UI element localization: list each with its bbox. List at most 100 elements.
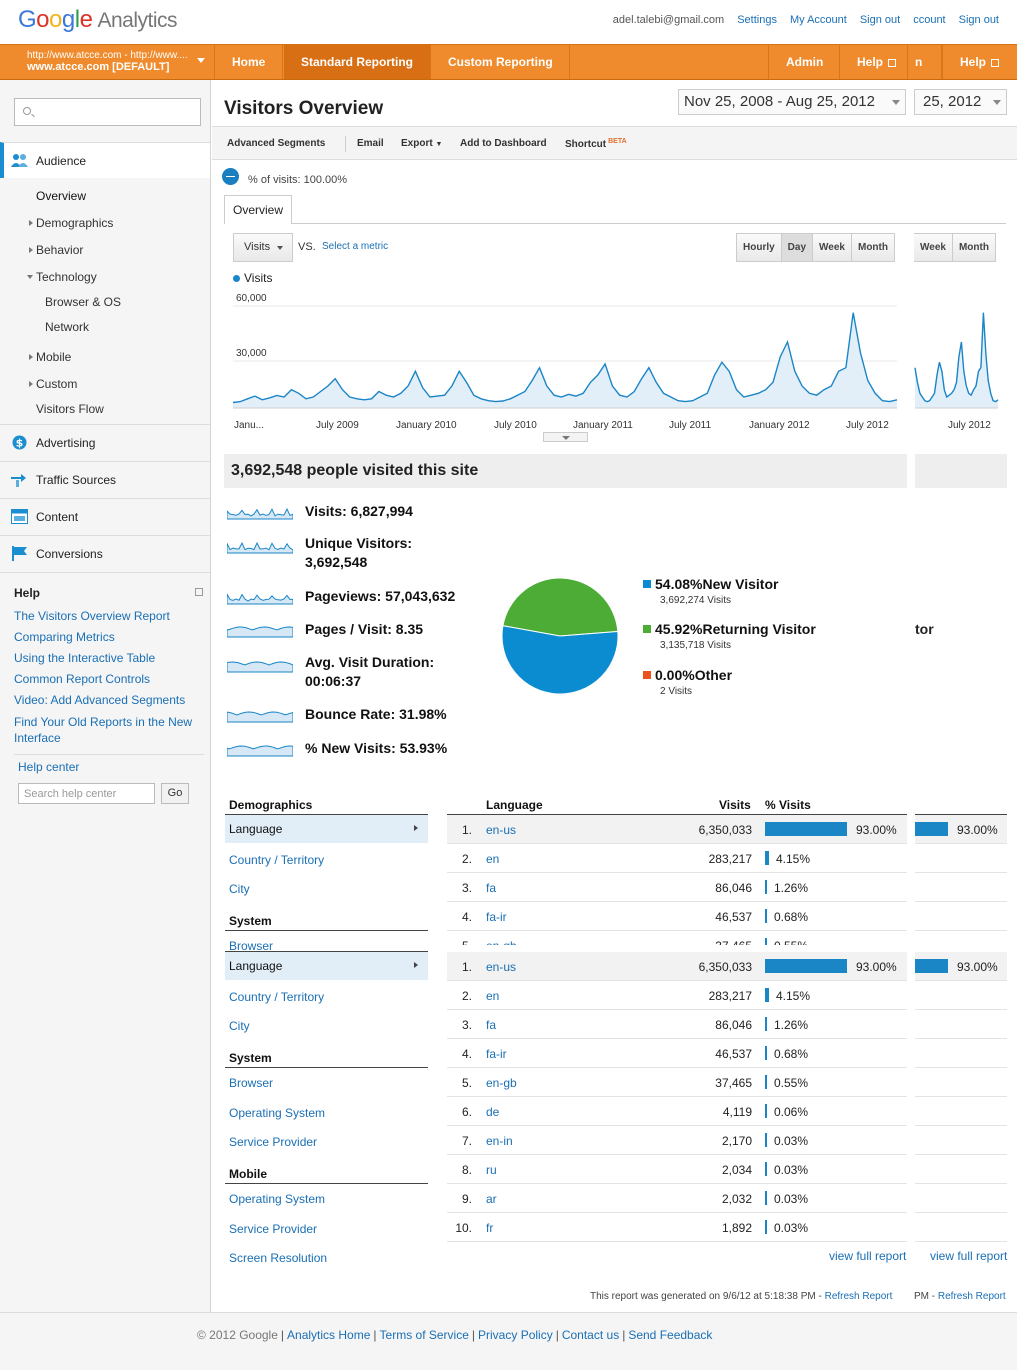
footer-link-feedback[interactable]: Send Feedback xyxy=(628,1328,713,1342)
granularity-month[interactable]: Month xyxy=(850,234,894,261)
account-link-fragment[interactable]: ccount xyxy=(913,14,946,26)
help-link[interactable]: Using the Interactive Table xyxy=(14,651,156,665)
table-row[interactable]: 2. en 283,217 4.15% xyxy=(447,844,907,873)
sidebar-sub-network[interactable]: Network xyxy=(45,320,90,334)
help-search-input[interactable]: Search help center xyxy=(18,783,155,804)
table-row[interactable]: 5. en-gb 37,465 0.55% xyxy=(447,931,907,945)
nav-fragment[interactable]: n xyxy=(908,45,942,79)
help-go-button[interactable]: Go xyxy=(161,783,189,804)
language-link[interactable]: de xyxy=(486,1105,500,1119)
sidebar-search-input[interactable] xyxy=(14,98,201,126)
demographics-language[interactable]: Language xyxy=(225,815,428,843)
view-full-report-link[interactable]: view full report xyxy=(829,1249,907,1263)
table-row[interactable]: 1. en-us 6,350,033 93.00% xyxy=(447,952,907,981)
table-row[interactable]: 6. de 4,119 0.06% xyxy=(447,1097,907,1126)
granularity-week[interactable]: Week xyxy=(812,234,851,261)
sidebar-sub-browser-os[interactable]: Browser & OS xyxy=(45,295,122,309)
sidebar-item-advertising[interactable]: $ Advertising xyxy=(0,424,210,460)
language-link[interactable]: fr xyxy=(486,1221,494,1235)
sidebar-sub-mobile[interactable]: Mobile xyxy=(28,350,72,364)
footer-link-contact[interactable]: Contact us xyxy=(561,1328,620,1342)
sidebar-sub-behavior[interactable]: Behavior xyxy=(28,243,84,257)
sidebar-sub-overview[interactable]: Overview xyxy=(36,189,87,203)
granularity-hourly[interactable]: Hourly xyxy=(743,242,775,253)
mobile-service-provider[interactable]: Service Provider xyxy=(229,1222,318,1236)
demographics-country[interactable]: Country / Territory xyxy=(229,853,325,867)
visits-line-chart[interactable]: 60,000 30,000 Janu... July 2009 January 2010… xyxy=(212,286,1017,436)
granularity-month[interactable]: Month xyxy=(951,234,995,261)
help-center-link[interactable]: Help center xyxy=(18,760,80,774)
help-link[interactable]: Comparing Metrics xyxy=(14,630,115,644)
mobile-screen-resolution[interactable]: Screen Resolution xyxy=(229,1251,328,1265)
sign-out-link[interactable]: Sign out xyxy=(859,14,901,26)
language-link[interactable]: en-us xyxy=(486,960,517,974)
table-row[interactable]: 4. fa-ir 46,537 0.68% xyxy=(447,902,907,931)
system-operating-system[interactable]: Operating System xyxy=(229,1106,326,1120)
language-link[interactable]: en xyxy=(486,852,500,866)
language-link[interactable]: en-gb xyxy=(486,939,517,945)
sidebar-sub-demographics[interactable]: Demographics xyxy=(28,216,114,230)
account-selector[interactable]: http://www.atcce.com - http://www.... ww… xyxy=(0,45,215,79)
sidebar-sub-custom[interactable]: Custom xyxy=(28,377,78,391)
visits-line[interactable] xyxy=(232,312,898,404)
tab-overview[interactable]: Overview xyxy=(224,195,292,224)
date-range-picker[interactable]: Nov 25, 2008 - Aug 25, 2012 xyxy=(678,89,906,115)
footer-link-analytics-home[interactable]: Analytics Home xyxy=(287,1328,371,1342)
demographics-country-dup[interactable]: Country / Territory xyxy=(229,990,325,1004)
help-link[interactable]: Find Your Old Reports in the New Interfa… xyxy=(14,715,193,745)
nav-home[interactable]: Home xyxy=(215,45,284,79)
help-link[interactable]: Video: Add Advanced Segments xyxy=(14,693,186,707)
language-link[interactable]: fa-ir xyxy=(486,1047,507,1061)
advanced-segments-button[interactable]: Advanced Segments xyxy=(227,138,326,149)
table-row[interactable]: 2. en 283,217 4.15% xyxy=(447,981,907,1010)
sign-out-link-dup[interactable]: Sign out xyxy=(958,14,999,26)
table-row[interactable]: 1. en-us 6,350,033 93.00% xyxy=(447,815,907,844)
nav-help[interactable]: Help xyxy=(840,45,908,79)
collapse-icon[interactable] xyxy=(195,588,203,596)
table-row[interactable]: 10. fr 1,892 0.03% xyxy=(447,1213,907,1242)
system-service-provider[interactable]: Service Provider xyxy=(229,1135,318,1149)
sidebar-item-conversions[interactable]: Conversions xyxy=(0,535,210,573)
system-browser[interactable]: Browser xyxy=(229,939,274,951)
nav-help-dup[interactable]: Help xyxy=(942,45,1017,79)
visitor-type-pie[interactable] xyxy=(501,577,619,695)
sidebar-item-traffic-sources[interactable]: Traffic Sources xyxy=(0,461,210,497)
language-link[interactable]: ar xyxy=(486,1192,497,1206)
refresh-report-link[interactable]: Refresh Report xyxy=(824,1291,893,1302)
language-link[interactable]: fa xyxy=(486,1018,497,1032)
language-link[interactable]: en-in xyxy=(486,1134,513,1148)
table-row[interactable]: 9. ar 2,032 0.03% xyxy=(447,1184,907,1213)
table-row[interactable]: 3. fa 86,046 1.26% xyxy=(447,873,907,902)
help-link[interactable]: Common Report Controls xyxy=(14,672,151,686)
shortcut-button[interactable]: Shortcut BETA xyxy=(565,138,627,150)
view-full-report-link-dup[interactable]: view full report xyxy=(930,1249,1008,1263)
demographics-city[interactable]: City xyxy=(229,882,250,896)
table-row[interactable]: 7. en-in 2,170 0.03% xyxy=(447,1126,907,1155)
table-row[interactable]: 4. fa-ir 46,537 0.68% xyxy=(447,1039,907,1068)
visits-line-dup[interactable] xyxy=(914,312,999,403)
sidebar-item-content[interactable]: Content xyxy=(0,498,210,534)
footer-link-privacy[interactable]: Privacy Policy xyxy=(478,1328,553,1342)
nav-standard-reporting[interactable]: Standard Reporting xyxy=(284,45,431,79)
demographics-language-dup[interactable]: Language xyxy=(225,952,428,980)
sidebar-sub-visitors-flow[interactable]: Visitors Flow xyxy=(36,402,104,416)
metric-select[interactable]: Visits xyxy=(233,233,293,262)
granularity-week[interactable]: Week xyxy=(920,242,946,253)
language-link[interactable]: en-gb xyxy=(486,1076,517,1090)
language-link[interactable]: fa xyxy=(486,881,497,895)
google-analytics-logo[interactable]: Google Analytics xyxy=(18,6,177,33)
granularity-day[interactable]: Day xyxy=(780,234,813,261)
demographics-city-dup[interactable]: City xyxy=(229,1019,250,1033)
refresh-report-link-dup[interactable]: Refresh Report xyxy=(937,1291,1006,1302)
date-range-picker-dup[interactable]: 25, 2012 xyxy=(914,89,1007,115)
nav-admin[interactable]: Admin xyxy=(768,45,840,79)
column-header-visits[interactable]: Visits xyxy=(719,798,751,812)
language-link[interactable]: fa-ir xyxy=(486,910,507,924)
column-header-pct-visits[interactable]: % Visits xyxy=(765,798,811,812)
pie-slice[interactable] xyxy=(502,577,619,637)
sidebar-sub-technology[interactable]: Technology xyxy=(27,270,97,284)
pie-slice[interactable] xyxy=(501,625,619,695)
add-to-dashboard-button[interactable]: Add to Dashboard xyxy=(460,138,547,149)
language-link[interactable]: en-us xyxy=(486,823,517,837)
system-browser-dup[interactable]: Browser xyxy=(229,1076,274,1090)
